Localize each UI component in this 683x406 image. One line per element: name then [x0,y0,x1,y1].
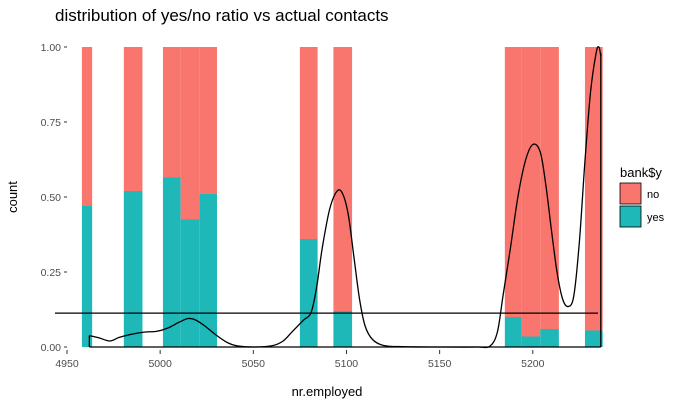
bar-yes-5 [299,239,318,347]
legend: bank$y no yes [619,165,665,228]
bar-yes-3 [180,219,200,347]
bar-no-1 [123,47,143,191]
bar-yes-6 [333,311,353,347]
plot-area [55,46,603,349]
bar-no-2 [162,47,181,178]
bar-no-9 [540,47,559,329]
bars-group [81,47,603,347]
x-tick-label-5: 5200 [521,358,545,370]
legend-swatch-yes [619,205,642,228]
x-tick-label-0: 4950 [55,358,79,370]
bar-yes-8 [521,336,541,347]
x-tick-label-2: 5050 [242,358,266,370]
bar-no-3 [180,47,200,220]
reference-lines [55,53,602,348]
bar-yes-9 [540,329,559,347]
density-curve [89,46,602,349]
bar-no-8 [521,47,541,337]
y-tick-label-3: 0.75 [41,117,62,129]
legend-title: bank$y [620,165,662,180]
x-tick-label-4: 5150 [428,358,452,370]
bar-no-7 [504,47,522,317]
chart-title: distribution of yes/no ratio vs actual c… [55,6,389,25]
bar-no-6 [333,47,353,311]
bar-yes-2 [162,177,181,347]
x-tick-label-3: 5100 [335,358,359,370]
legend-swatch-no [619,182,642,205]
bar-yes-7 [504,317,522,347]
x-axis: 4950 5000 5050 5100 5150 5200 [55,350,545,370]
bar-yes-4 [199,194,217,347]
bar-no-10 [584,47,603,331]
bar-yes-10 [584,330,603,347]
bar-no-4 [199,47,217,194]
x-axis-title: nr.employed [292,384,363,399]
bar-no-0 [81,47,93,206]
x-tick-label-1: 5000 [148,358,172,370]
y-tick-label-1: 0.25 [41,267,62,279]
bar-no-5 [299,47,318,239]
y-axis-title: count [5,181,20,213]
y-tick-label-4: 1.00 [41,42,62,54]
legend-label-no: no [647,189,659,201]
y-axis: 0.00 0.25 0.50 0.75 1.00 [41,42,67,354]
y-tick-label-2: 0.50 [41,192,62,204]
bar-yes-1 [123,191,143,347]
legend-label-yes: yes [647,212,665,224]
bar-yes-0 [81,206,93,347]
y-tick-label-0: 0.00 [41,342,62,354]
